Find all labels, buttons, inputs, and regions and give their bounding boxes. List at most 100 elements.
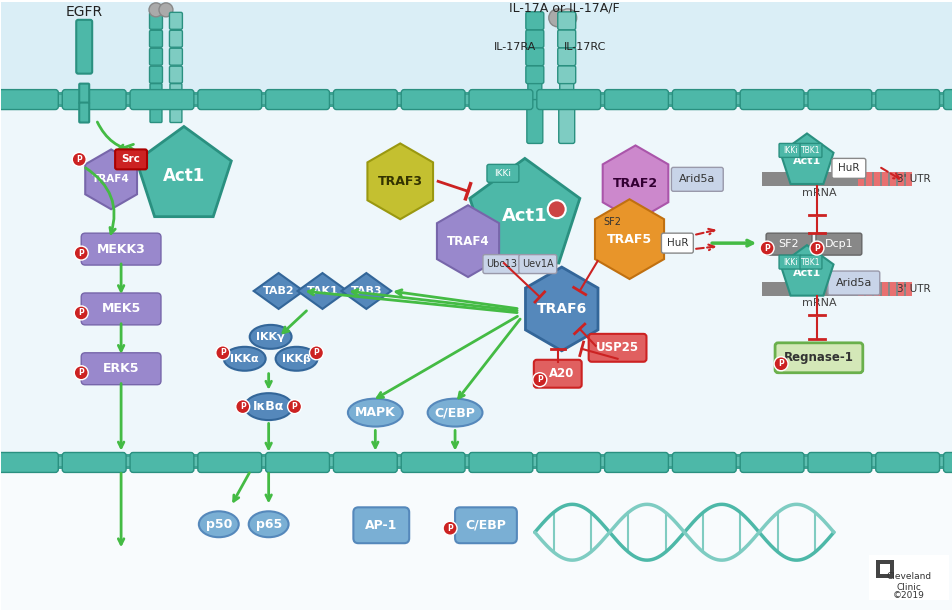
Bar: [2, 456, 950, 610]
FancyBboxPatch shape: [149, 30, 162, 47]
FancyBboxPatch shape: [198, 453, 262, 472]
Bar: [2, 107, 950, 456]
Text: P: P: [220, 348, 226, 357]
Ellipse shape: [249, 325, 291, 349]
Text: P: P: [78, 249, 84, 257]
Circle shape: [558, 9, 576, 27]
Text: P: P: [536, 375, 542, 384]
FancyBboxPatch shape: [81, 233, 161, 265]
Polygon shape: [525, 267, 597, 351]
Text: P: P: [778, 359, 783, 368]
Polygon shape: [602, 145, 667, 221]
FancyBboxPatch shape: [468, 90, 532, 110]
Text: Act1: Act1: [792, 268, 821, 278]
FancyBboxPatch shape: [198, 90, 262, 110]
Text: Dcp1: Dcp1: [823, 239, 852, 249]
Circle shape: [72, 152, 86, 167]
FancyBboxPatch shape: [401, 453, 465, 472]
FancyBboxPatch shape: [588, 334, 645, 362]
FancyBboxPatch shape: [81, 353, 161, 385]
Circle shape: [773, 357, 787, 371]
Text: IκBα: IκBα: [252, 400, 284, 413]
FancyBboxPatch shape: [536, 90, 600, 110]
Text: HuR: HuR: [837, 163, 859, 173]
FancyBboxPatch shape: [76, 20, 92, 74]
Text: Act1: Act1: [163, 167, 205, 185]
Bar: [873, 173, 879, 186]
Polygon shape: [85, 149, 137, 209]
Polygon shape: [253, 273, 304, 309]
FancyBboxPatch shape: [266, 90, 329, 110]
Bar: [2, 454, 950, 458]
Circle shape: [548, 9, 566, 27]
Text: Uev1A: Uev1A: [522, 259, 553, 269]
Bar: [904, 282, 911, 296]
FancyBboxPatch shape: [81, 293, 161, 325]
FancyBboxPatch shape: [169, 30, 182, 47]
Ellipse shape: [427, 399, 482, 426]
Text: IKKi: IKKi: [494, 169, 511, 178]
Ellipse shape: [224, 347, 266, 371]
FancyBboxPatch shape: [527, 82, 542, 102]
Polygon shape: [780, 134, 833, 184]
FancyBboxPatch shape: [266, 453, 329, 472]
Text: TRAF2: TRAF2: [612, 177, 658, 190]
Bar: [864, 282, 871, 296]
Text: IL-17A or IL-17A/F: IL-17A or IL-17A/F: [509, 1, 620, 15]
Text: TRAF6: TRAF6: [536, 302, 586, 316]
FancyBboxPatch shape: [807, 453, 871, 472]
Text: MEKK3: MEKK3: [96, 243, 146, 256]
Text: P: P: [78, 368, 84, 377]
Circle shape: [159, 3, 172, 17]
Bar: [2, 2, 950, 107]
FancyBboxPatch shape: [942, 90, 952, 110]
FancyBboxPatch shape: [169, 104, 182, 123]
Polygon shape: [136, 126, 231, 217]
Text: TBK1: TBK1: [801, 146, 820, 155]
Bar: [897, 173, 902, 186]
Bar: [881, 173, 887, 186]
Circle shape: [547, 200, 565, 218]
FancyBboxPatch shape: [333, 90, 397, 110]
FancyBboxPatch shape: [799, 143, 821, 157]
FancyBboxPatch shape: [79, 102, 89, 123]
Text: AP-1: AP-1: [365, 518, 397, 532]
Circle shape: [532, 373, 546, 387]
Text: mRNA: mRNA: [801, 298, 835, 308]
FancyBboxPatch shape: [169, 66, 182, 83]
Bar: [868, 555, 947, 600]
Ellipse shape: [275, 347, 317, 371]
FancyBboxPatch shape: [740, 453, 803, 472]
Bar: [864, 173, 871, 186]
Bar: [889, 282, 895, 296]
Text: IKKβ: IKKβ: [282, 354, 310, 364]
FancyBboxPatch shape: [149, 12, 162, 29]
FancyBboxPatch shape: [557, 48, 575, 66]
FancyBboxPatch shape: [401, 90, 465, 110]
FancyBboxPatch shape: [353, 508, 408, 544]
Circle shape: [74, 306, 89, 320]
FancyBboxPatch shape: [455, 508, 516, 544]
Text: Arid5a: Arid5a: [835, 278, 871, 288]
Circle shape: [215, 346, 229, 360]
Ellipse shape: [248, 511, 288, 537]
FancyBboxPatch shape: [875, 453, 939, 472]
FancyBboxPatch shape: [827, 271, 879, 295]
FancyBboxPatch shape: [604, 453, 667, 472]
Bar: [897, 282, 902, 296]
Polygon shape: [297, 273, 347, 309]
Bar: [762, 173, 909, 186]
FancyBboxPatch shape: [557, 12, 575, 30]
Bar: [857, 173, 863, 186]
Ellipse shape: [199, 511, 239, 537]
Bar: [762, 282, 909, 296]
FancyBboxPatch shape: [558, 99, 574, 143]
Bar: [2, 92, 950, 107]
Circle shape: [74, 246, 89, 260]
Circle shape: [288, 400, 301, 414]
FancyBboxPatch shape: [0, 453, 58, 472]
Polygon shape: [780, 245, 833, 296]
FancyBboxPatch shape: [557, 66, 575, 84]
FancyBboxPatch shape: [815, 233, 861, 255]
Bar: [2, 104, 950, 107]
